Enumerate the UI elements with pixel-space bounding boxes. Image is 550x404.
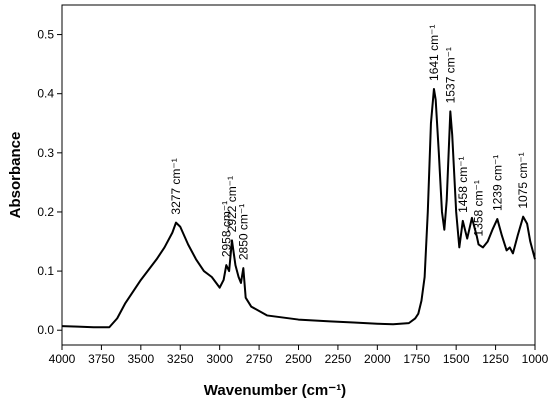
peak-label: 2958 cm⁻¹ — [219, 201, 233, 257]
peak-label: 1239 cm⁻¹ — [490, 155, 504, 211]
x-axis-label: Wavenumber (cm⁻¹) — [204, 382, 346, 399]
y-tick-label: 0.5 — [37, 28, 54, 42]
x-tick-label: 2000 — [364, 352, 391, 366]
peak-label: 1641 cm⁻¹ — [427, 25, 441, 81]
x-tick-label: 2500 — [285, 352, 312, 366]
peak-label: 1537 cm⁻¹ — [443, 47, 457, 103]
x-tick-label: 1250 — [482, 352, 509, 366]
y-tick-label: 0.2 — [37, 205, 54, 219]
y-tick-label: 0.4 — [37, 87, 54, 101]
x-tick-label: 3750 — [88, 352, 115, 366]
peak-label: 2850 cm⁻¹ — [236, 204, 250, 260]
peak-label: 1358 cm⁻¹ — [472, 180, 486, 236]
peak-label: 2922 cm⁻¹ — [225, 176, 239, 232]
x-tick-label: 1500 — [443, 352, 470, 366]
y-axis-label: Absorbance — [7, 132, 24, 219]
x-tick-label: 3500 — [127, 352, 154, 366]
y-tick-label: 0.3 — [37, 146, 54, 160]
peak-label: 1075 cm⁻¹ — [516, 152, 530, 208]
spectrum-line — [61, 87, 536, 329]
y-tick-label: 0.1 — [37, 264, 54, 278]
x-tick-label: 2250 — [325, 352, 352, 366]
y-tick-label: 0.0 — [37, 323, 54, 337]
x-tick-label: 3000 — [206, 352, 233, 366]
peak-label: 1458 cm⁻¹ — [456, 156, 470, 212]
x-tick-label: 4000 — [49, 352, 76, 366]
peak-label: 3277 cm⁻¹ — [169, 158, 183, 214]
x-tick-label: 3250 — [167, 352, 194, 366]
x-tick-label: 1000 — [522, 352, 549, 366]
x-tick-label: 2750 — [246, 352, 273, 366]
x-tick-label: 1750 — [403, 352, 430, 366]
